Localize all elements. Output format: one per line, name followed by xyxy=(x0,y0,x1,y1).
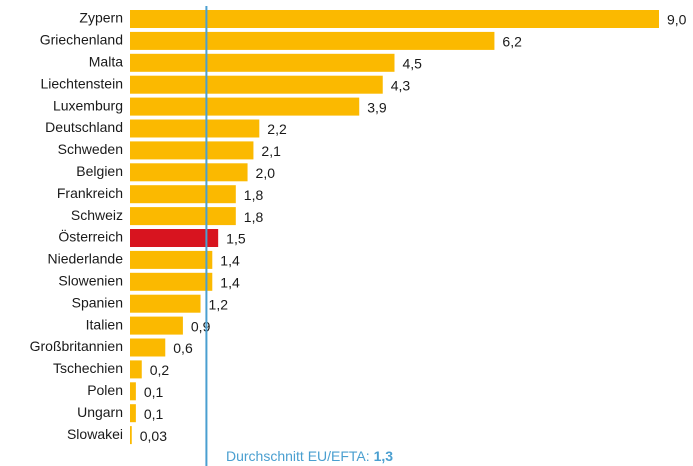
category-label: Slowenien xyxy=(58,273,123,289)
bar xyxy=(130,316,183,335)
category-label: Belgien xyxy=(76,163,123,179)
value-label: 2,0 xyxy=(256,165,276,181)
bar xyxy=(130,185,236,204)
category-label: Liechtenstein xyxy=(40,75,123,91)
value-label: 1,8 xyxy=(244,187,264,203)
bar xyxy=(130,250,213,269)
value-label: 0,2 xyxy=(150,362,170,378)
value-label: 3,9 xyxy=(367,99,387,115)
category-label: Slowakei xyxy=(67,426,123,442)
category-label: Frankreich xyxy=(57,185,123,201)
bar xyxy=(130,294,201,313)
bar xyxy=(130,31,495,50)
bar xyxy=(130,338,166,357)
reference-value-label: 1,3 xyxy=(374,448,394,464)
bar xyxy=(130,141,254,160)
value-label: 0,1 xyxy=(144,406,164,422)
value-label: 2,1 xyxy=(261,143,281,159)
bar xyxy=(130,404,136,423)
category-label: Malta xyxy=(89,54,123,70)
reference-label: Durchschnitt EU/EFTA: 1,3 xyxy=(226,448,393,464)
bar xyxy=(130,119,260,138)
value-label: 1,8 xyxy=(244,209,264,225)
category-label: Schweden xyxy=(58,141,123,157)
value-label: 1,2 xyxy=(209,296,229,312)
bar xyxy=(130,207,236,226)
value-label: 1,4 xyxy=(220,253,240,269)
category-label: Italien xyxy=(86,316,123,332)
value-label: 2,2 xyxy=(267,121,287,137)
bar xyxy=(130,360,142,379)
category-label: Polen xyxy=(87,382,123,398)
value-label: 9,0 xyxy=(667,12,687,28)
bar xyxy=(130,53,395,72)
value-label: 0,03 xyxy=(140,428,167,444)
bar xyxy=(130,10,659,28)
category-label: Griechenland xyxy=(40,32,123,48)
category-label: Deutschland xyxy=(45,119,123,135)
category-label: Österreich xyxy=(58,228,123,245)
category-label: Luxemburg xyxy=(53,97,123,113)
category-label: Schweiz xyxy=(71,207,123,223)
category-label: Zypern xyxy=(79,10,123,26)
value-label: 0,6 xyxy=(173,340,193,356)
value-label: 0,1 xyxy=(144,384,164,400)
bar xyxy=(130,75,383,94)
value-label: 4,5 xyxy=(403,56,423,72)
reference-label-text: Durchschnitt EU/EFTA: xyxy=(226,448,370,464)
value-label: 1,5 xyxy=(226,231,246,247)
bar xyxy=(130,426,132,445)
bar xyxy=(130,382,136,401)
category-label: Ungarn xyxy=(77,404,123,420)
bar xyxy=(130,163,248,182)
bar xyxy=(130,272,213,291)
bar xyxy=(130,229,219,247)
category-label: Spanien xyxy=(72,294,123,310)
value-label: 0,9 xyxy=(191,318,211,334)
category-label: Großbritannien xyxy=(30,338,123,354)
value-label: 6,2 xyxy=(502,34,522,50)
value-label: 4,3 xyxy=(391,77,411,93)
value-label: 1,4 xyxy=(220,275,240,291)
bar xyxy=(130,97,360,116)
category-label: Niederlande xyxy=(48,251,124,267)
category-label: Tschechien xyxy=(53,360,123,376)
